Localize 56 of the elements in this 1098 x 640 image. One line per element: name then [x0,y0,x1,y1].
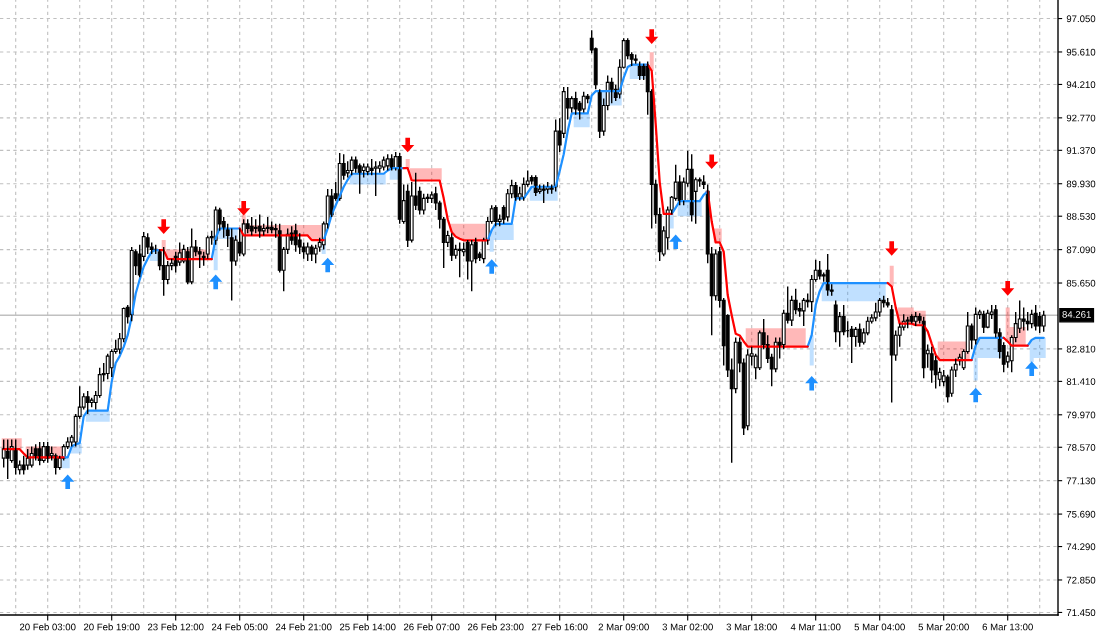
y-tick-label: 92.770 [1066,114,1096,122]
point [705,154,719,169]
x-tick-label: 24 Feb 21:00 [275,623,332,631]
y-tick-label: 81.410 [1066,378,1096,385]
point [645,29,659,44]
x-tick-label: 20 Feb 03:00 [19,623,76,631]
x-tick-label: 24 Feb 05:00 [211,623,268,631]
y-tick-label: 79.970 [1066,411,1096,419]
candlestick [189,227,194,285]
point [805,375,819,391]
candlestick [197,246,202,269]
x-tick-label: 2 Mar 09:00 [598,623,649,631]
x-tick-label: 20 Feb 19:00 [83,623,140,631]
point [885,241,899,256]
y-tick-label: 78.570 [1066,444,1096,451]
point [157,219,171,234]
x-tick-label: 23 Feb 12:00 [147,623,204,631]
x-tick-label: 26 Feb 23:00 [467,623,524,631]
point [209,274,223,290]
y-tick-label: 95.610 [1066,48,1096,56]
y-tick-label: 87.090 [1066,246,1096,254]
ref-line-label: 84.261 [1062,311,1091,318]
point [1025,361,1039,376]
candlestick [469,239,474,292]
x-tick-label: 5 Mar 04:00 [854,623,905,631]
y-tick-label: 91.370 [1066,147,1096,154]
y-tick-label: 89.930 [1066,180,1096,188]
candlestick [1021,306,1026,332]
point [61,474,75,490]
y-tick-label: 77.130 [1066,477,1096,485]
candlestick [1017,299,1022,334]
y-tick-label: 85.650 [1066,279,1096,287]
x-tick-label: 26 Feb 07:00 [403,623,460,631]
y-tick-label: 75.690 [1066,510,1096,518]
y-tick-label: 94.210 [1066,81,1096,89]
point [1001,281,1015,296]
point [401,137,415,153]
x-tick-label: 3 Mar 18:00 [726,623,777,631]
x-tick-label: 5 Mar 20:00 [918,623,969,631]
candlestick [297,232,302,255]
x-tick-label: 25 Feb 14:00 [339,623,396,631]
x-tick-label: 27 Feb 16:00 [531,623,588,631]
x-tick-label: 6 Mar 13:00 [982,623,1033,631]
y-tick-label: 72.850 [1066,576,1096,584]
y-tick-label: 71.450 [1066,609,1096,617]
point [669,234,683,250]
y-tick-label: 97.050 [1066,15,1096,23]
y-tick-label: 82.810 [1066,345,1096,353]
x-tick-label: 4 Mar 11:00 [790,623,841,631]
y-tick-label: 88.530 [1066,212,1096,220]
point [969,387,983,403]
point [321,257,335,273]
y-tick-label: 74.290 [1066,543,1096,551]
point [485,259,499,274]
x-tick-label: 3 Mar 02:00 [662,623,713,631]
point [237,201,251,216]
